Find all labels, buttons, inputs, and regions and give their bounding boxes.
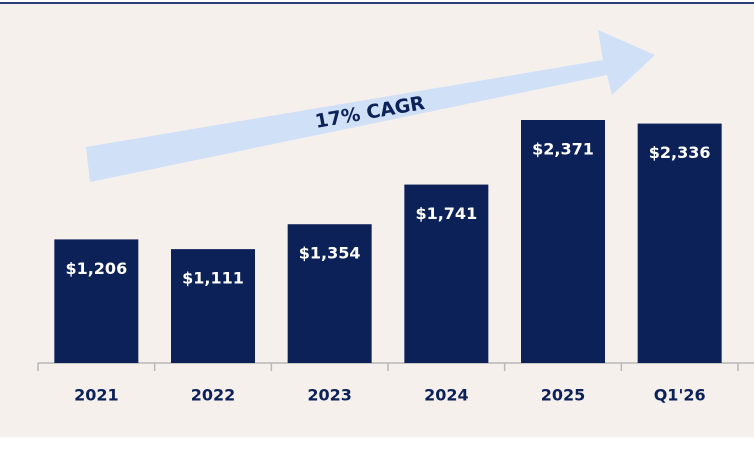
value-label: $1,741: [415, 204, 477, 223]
value-label: $1,111: [182, 269, 244, 288]
x-tick-label: 2023: [307, 386, 352, 405]
bar: [521, 120, 605, 363]
value-label: $2,336: [649, 143, 711, 162]
x-tick-label: 2022: [191, 386, 236, 405]
bar: [287, 224, 372, 363]
bar: [54, 239, 139, 363]
x-tick-label: Q1'26: [654, 386, 706, 405]
x-tick-label: 2024: [424, 386, 469, 405]
value-label: $2,371: [532, 140, 594, 159]
value-label: $1,206: [65, 259, 127, 278]
bar: [404, 184, 489, 363]
bar: [637, 123, 722, 363]
bar: [171, 249, 255, 363]
cagr-arrow: [86, 30, 655, 182]
value-label: $1,354: [299, 244, 361, 263]
x-tick-label: 2021: [74, 386, 119, 405]
x-tick-label: 2025: [541, 386, 586, 405]
